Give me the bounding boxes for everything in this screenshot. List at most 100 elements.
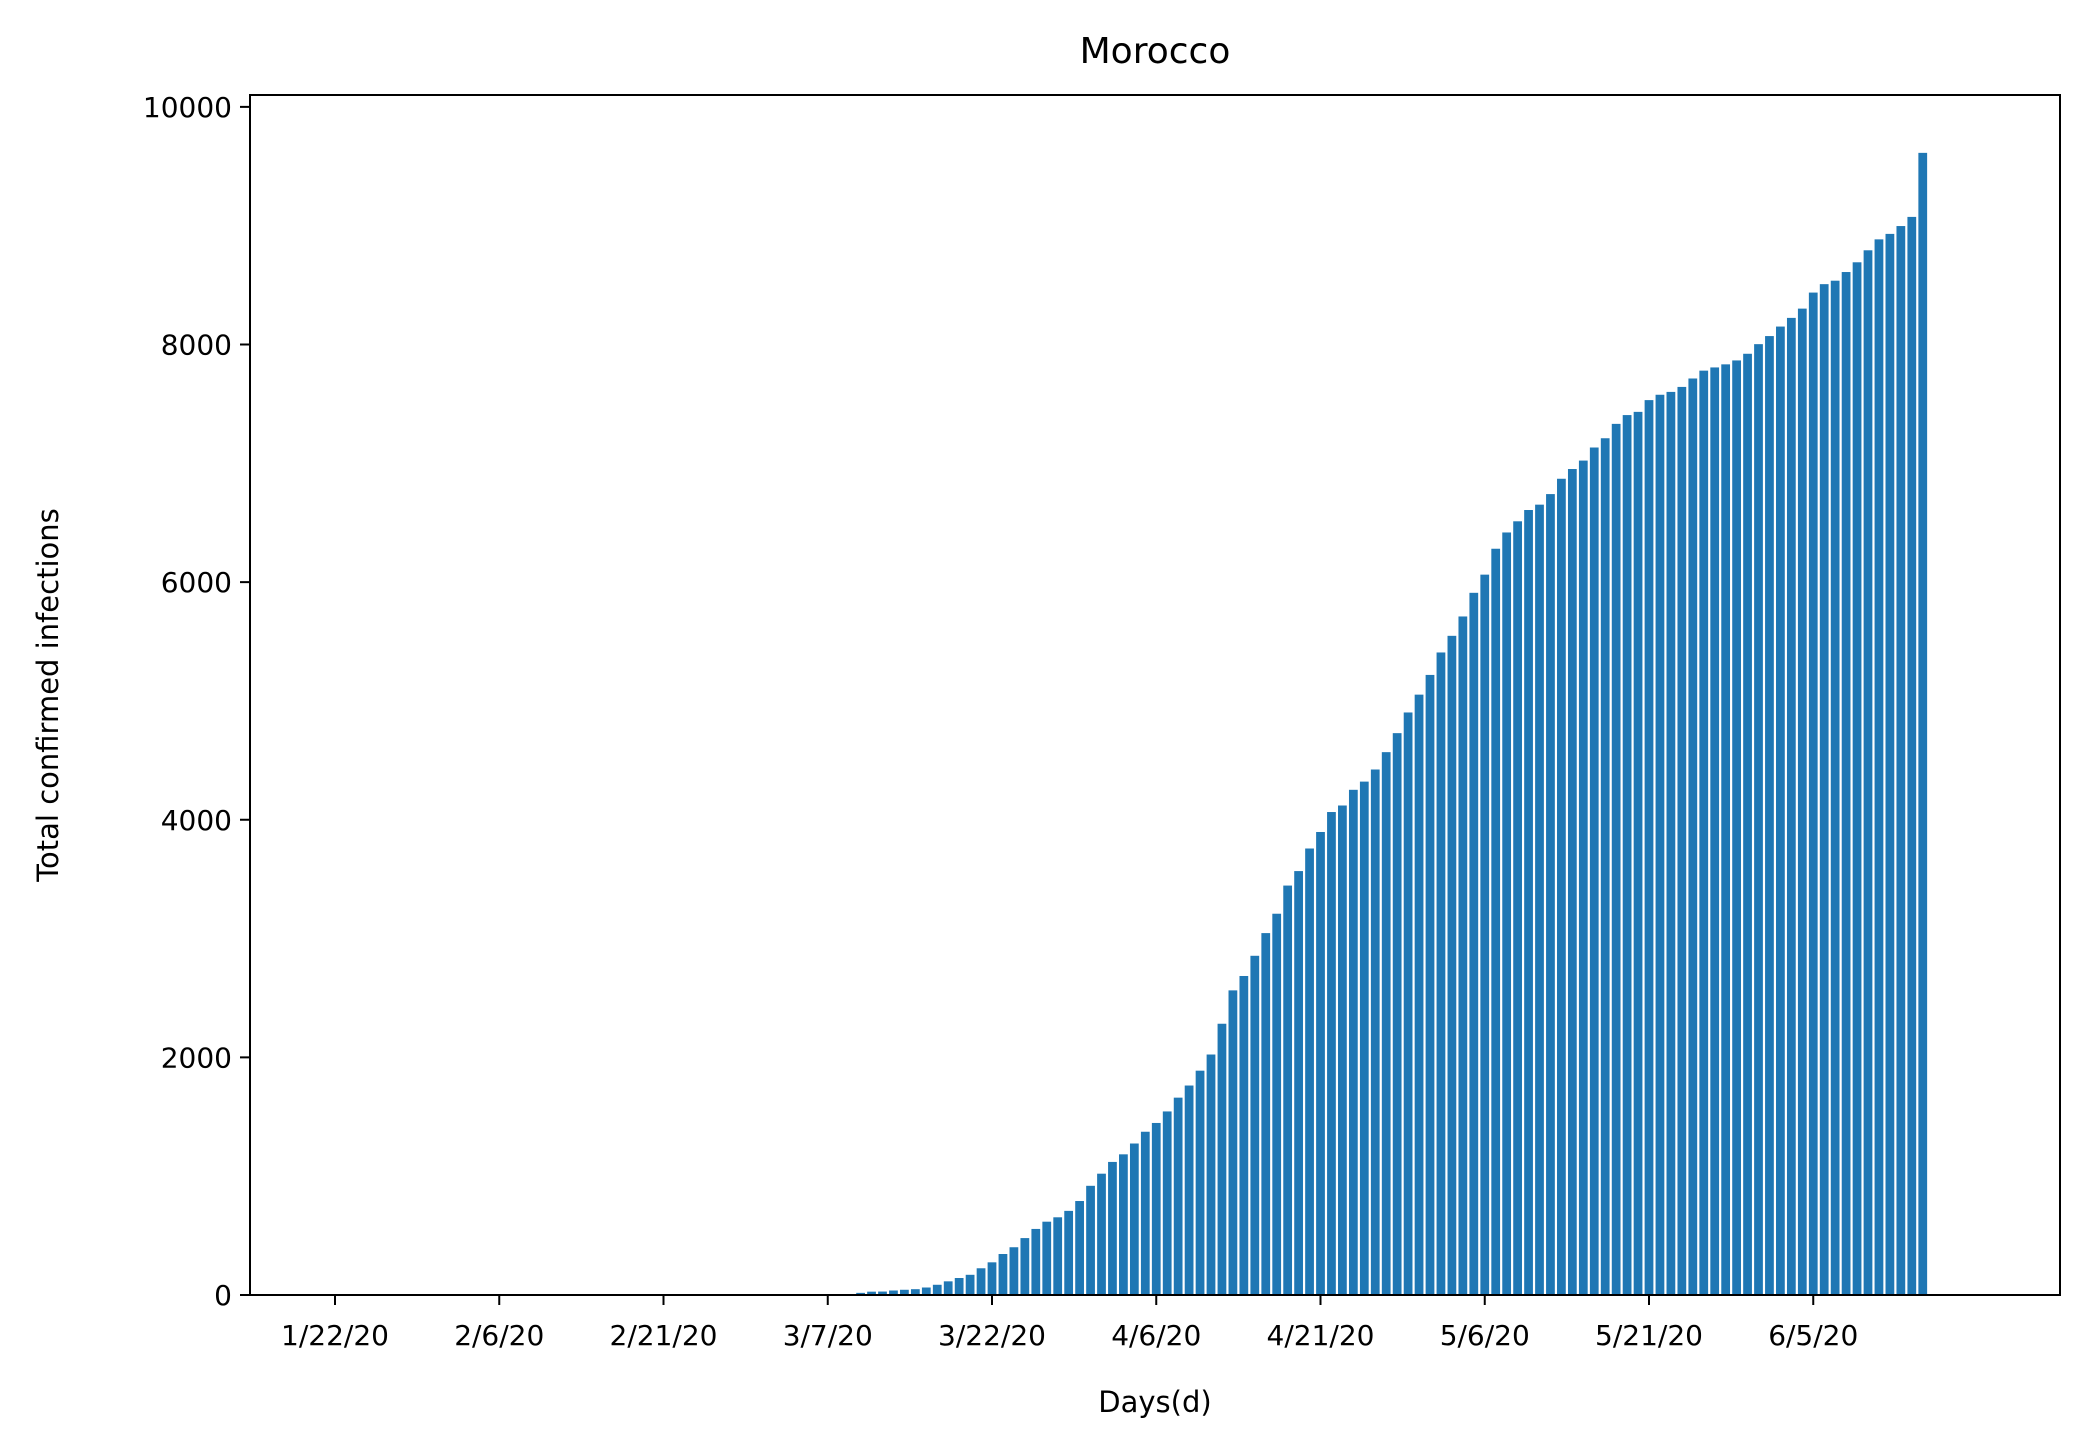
bar — [987, 1262, 997, 1295]
plot-area-frame — [249, 94, 2061, 1296]
bar — [1217, 1023, 1227, 1295]
bar — [1721, 364, 1731, 1296]
x-tick-label: 4/6/20 — [1111, 1319, 1201, 1352]
bar — [1261, 933, 1271, 1295]
x-tick-label: 4/21/20 — [1267, 1319, 1375, 1352]
bar — [1173, 1097, 1183, 1295]
bar — [1699, 370, 1709, 1295]
bar — [1370, 769, 1380, 1295]
bar — [1874, 239, 1884, 1296]
bar — [1732, 360, 1741, 1295]
x-tick-label: 5/21/20 — [1595, 1319, 1703, 1352]
bar — [1546, 494, 1555, 1296]
y-tick-label: 0 — [214, 1279, 232, 1312]
bar — [889, 1290, 898, 1295]
bar — [1151, 1122, 1161, 1295]
y-axis: 0 2000 4000 6000 8000 10000 — [143, 91, 250, 1312]
bar — [1184, 1085, 1194, 1295]
bar — [1480, 574, 1490, 1295]
bar — [1020, 1238, 1030, 1295]
y-tick-label: 10000 — [143, 91, 232, 124]
bar — [1272, 913, 1282, 1295]
bar — [1808, 292, 1818, 1296]
bar — [1097, 1173, 1106, 1295]
y-tick-label: 2000 — [161, 1041, 232, 1074]
bar — [943, 1281, 953, 1295]
bar — [976, 1268, 986, 1295]
bar — [1677, 386, 1687, 1295]
bar — [1140, 1131, 1150, 1295]
bar — [1830, 280, 1840, 1295]
x-axis: 1/22/20 2/6/20 2/21/20 3/7/20 3/22/20 4/6/20 4… — [281, 1295, 1858, 1352]
bar — [1195, 1070, 1205, 1295]
bar — [1129, 1143, 1139, 1295]
bar — [1502, 532, 1512, 1295]
bar — [1414, 694, 1424, 1295]
bar — [1119, 1154, 1128, 1295]
bar — [1578, 460, 1588, 1296]
bar — [1633, 411, 1643, 1295]
x-axis-title: Days(d) — [1098, 1385, 1211, 1419]
bar — [965, 1274, 975, 1295]
bar — [1447, 635, 1457, 1295]
bar — [1885, 233, 1895, 1295]
bar — [1918, 152, 1928, 1296]
x-tick-label: 6/5/20 — [1768, 1319, 1858, 1352]
bar — [1786, 317, 1796, 1295]
bar — [1064, 1210, 1074, 1295]
bar — [1381, 752, 1391, 1295]
bar — [1294, 871, 1303, 1295]
bar — [1666, 391, 1676, 1295]
bar — [1513, 521, 1522, 1295]
bar — [1359, 781, 1369, 1295]
bar — [1600, 438, 1610, 1295]
bar-series — [768, 152, 1928, 1296]
bar — [1797, 308, 1807, 1295]
bar — [1009, 1247, 1019, 1295]
bar — [900, 1289, 909, 1295]
y-axis-title: Total confirmed infections — [31, 508, 65, 883]
bar — [1524, 510, 1533, 1295]
x-tick-label: 5/6/20 — [1440, 1319, 1530, 1352]
bar — [1086, 1185, 1095, 1295]
chart-title: Morocco — [1080, 31, 1231, 72]
bar — [1042, 1221, 1052, 1295]
bar — [1316, 831, 1325, 1295]
bar — [1338, 805, 1347, 1295]
bar — [1611, 423, 1621, 1295]
bar — [1162, 1111, 1172, 1295]
bar — [1053, 1217, 1063, 1295]
bar — [1392, 733, 1402, 1295]
bar — [1644, 400, 1654, 1295]
bar — [1819, 284, 1829, 1295]
bar — [1557, 478, 1566, 1295]
bar — [1348, 789, 1358, 1295]
bar — [1239, 975, 1249, 1295]
bar — [1863, 250, 1873, 1295]
bar — [1458, 616, 1468, 1295]
bar — [867, 1291, 876, 1295]
bar — [1655, 394, 1665, 1295]
y-tick-label: 8000 — [161, 329, 232, 362]
bar — [921, 1287, 931, 1295]
bar — [1425, 674, 1435, 1295]
bar — [1228, 990, 1238, 1295]
bar — [1622, 415, 1632, 1296]
bar — [1283, 885, 1293, 1295]
x-tick-label: 3/22/20 — [938, 1319, 1046, 1352]
x-tick-label: 3/7/20 — [783, 1319, 873, 1352]
bar — [1743, 353, 1752, 1295]
bar — [1535, 504, 1544, 1295]
bar — [932, 1284, 942, 1295]
bar — [1327, 812, 1336, 1295]
bar — [1250, 955, 1260, 1295]
bar — [1589, 447, 1599, 1295]
x-tick-label: 2/6/20 — [454, 1319, 544, 1352]
bar — [1305, 848, 1314, 1295]
bar — [1710, 367, 1720, 1295]
bar — [1688, 378, 1698, 1295]
bar — [1765, 336, 1774, 1295]
bar — [1567, 469, 1577, 1295]
